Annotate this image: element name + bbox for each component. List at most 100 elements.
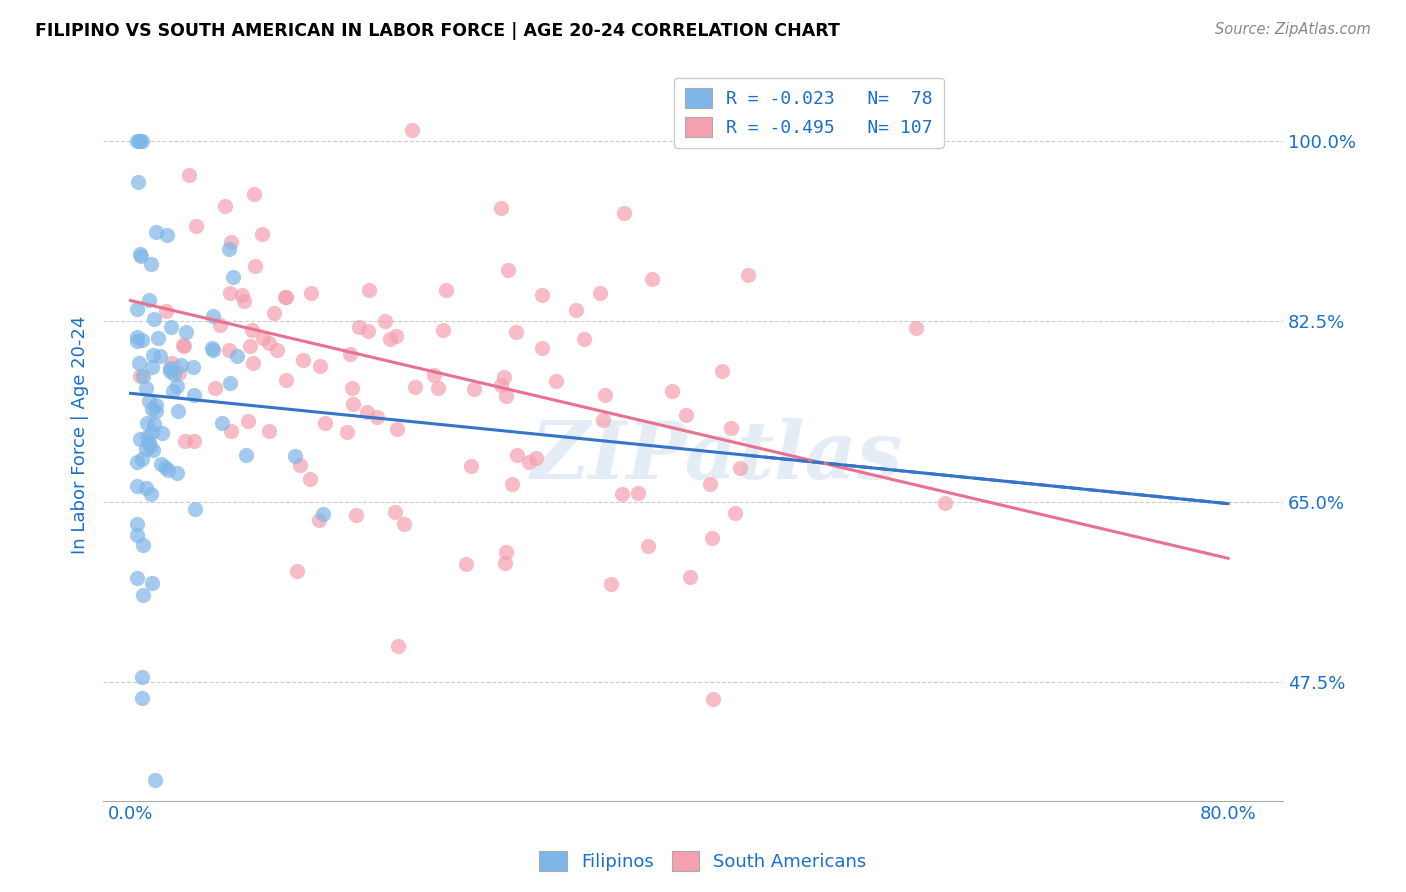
Point	[378, 332, 401, 346]
Point	[219, 376, 242, 390]
Point	[150, 457, 173, 471]
Point	[266, 343, 288, 357]
Point	[702, 692, 724, 706]
Point	[284, 449, 307, 463]
Point	[138, 439, 160, 453]
Point	[173, 434, 195, 449]
Point	[613, 206, 636, 220]
Point	[160, 356, 183, 370]
Point	[384, 505, 406, 519]
Point	[339, 347, 361, 361]
Point	[276, 373, 298, 387]
Point	[160, 320, 183, 334]
Point	[501, 477, 523, 491]
Point	[489, 378, 512, 392]
Point	[243, 186, 266, 201]
Point	[218, 242, 240, 256]
Point	[640, 271, 662, 285]
Point	[127, 302, 149, 317]
Point	[135, 430, 157, 444]
Point	[285, 564, 308, 578]
Point	[176, 325, 198, 339]
Point	[132, 588, 155, 602]
Point	[495, 556, 517, 570]
Point	[138, 293, 160, 308]
Point	[127, 571, 149, 585]
Point	[589, 285, 612, 300]
Point	[181, 359, 204, 374]
Point	[209, 318, 232, 333]
Point	[128, 432, 150, 446]
Point	[240, 323, 263, 337]
Point	[128, 356, 150, 370]
Point	[517, 455, 540, 469]
Point	[454, 557, 477, 571]
Point	[201, 309, 224, 323]
Point	[127, 527, 149, 541]
Point	[184, 502, 207, 516]
Point	[257, 335, 280, 350]
Point	[574, 332, 596, 346]
Point	[340, 381, 363, 395]
Point	[290, 458, 312, 472]
Point	[157, 462, 180, 476]
Point	[231, 287, 253, 301]
Point	[724, 507, 747, 521]
Point	[496, 263, 519, 277]
Point	[143, 772, 166, 787]
Point	[127, 454, 149, 468]
Point	[565, 303, 588, 318]
Point	[700, 531, 723, 545]
Point	[127, 479, 149, 493]
Point	[204, 381, 226, 395]
Point	[934, 496, 956, 510]
Point	[127, 134, 149, 148]
Point	[145, 398, 167, 412]
Point	[159, 361, 181, 376]
Point	[183, 388, 205, 402]
Point	[308, 513, 330, 527]
Legend: Filipinos, South Americans: Filipinos, South Americans	[533, 844, 873, 879]
Point	[131, 670, 153, 684]
Point	[131, 134, 153, 148]
Point	[675, 408, 697, 422]
Point	[679, 570, 702, 584]
Point	[366, 410, 388, 425]
Text: ZIPatlas: ZIPatlas	[530, 417, 903, 495]
Point	[531, 287, 554, 301]
Point	[505, 325, 527, 339]
Point	[236, 413, 259, 427]
Point	[218, 343, 240, 357]
Point	[128, 134, 150, 148]
Point	[728, 461, 751, 475]
Point	[292, 353, 315, 368]
Point	[314, 416, 336, 430]
Point	[385, 329, 408, 343]
Point	[183, 434, 205, 449]
Point	[233, 293, 256, 308]
Point	[593, 388, 616, 402]
Point	[142, 348, 165, 362]
Point	[243, 259, 266, 273]
Point	[506, 449, 529, 463]
Point	[141, 257, 163, 271]
Point	[392, 516, 415, 531]
Point	[127, 175, 149, 189]
Point	[250, 227, 273, 241]
Point	[153, 460, 176, 475]
Point	[311, 507, 333, 521]
Point	[129, 368, 152, 383]
Point	[142, 311, 165, 326]
Point	[138, 394, 160, 409]
Point	[172, 338, 194, 352]
Point	[149, 349, 172, 363]
Point	[273, 290, 295, 304]
Point	[146, 331, 169, 345]
Point	[184, 219, 207, 234]
Point	[434, 283, 457, 297]
Point	[128, 247, 150, 261]
Point	[179, 168, 201, 182]
Point	[710, 364, 733, 378]
Point	[463, 382, 485, 396]
Point	[357, 283, 380, 297]
